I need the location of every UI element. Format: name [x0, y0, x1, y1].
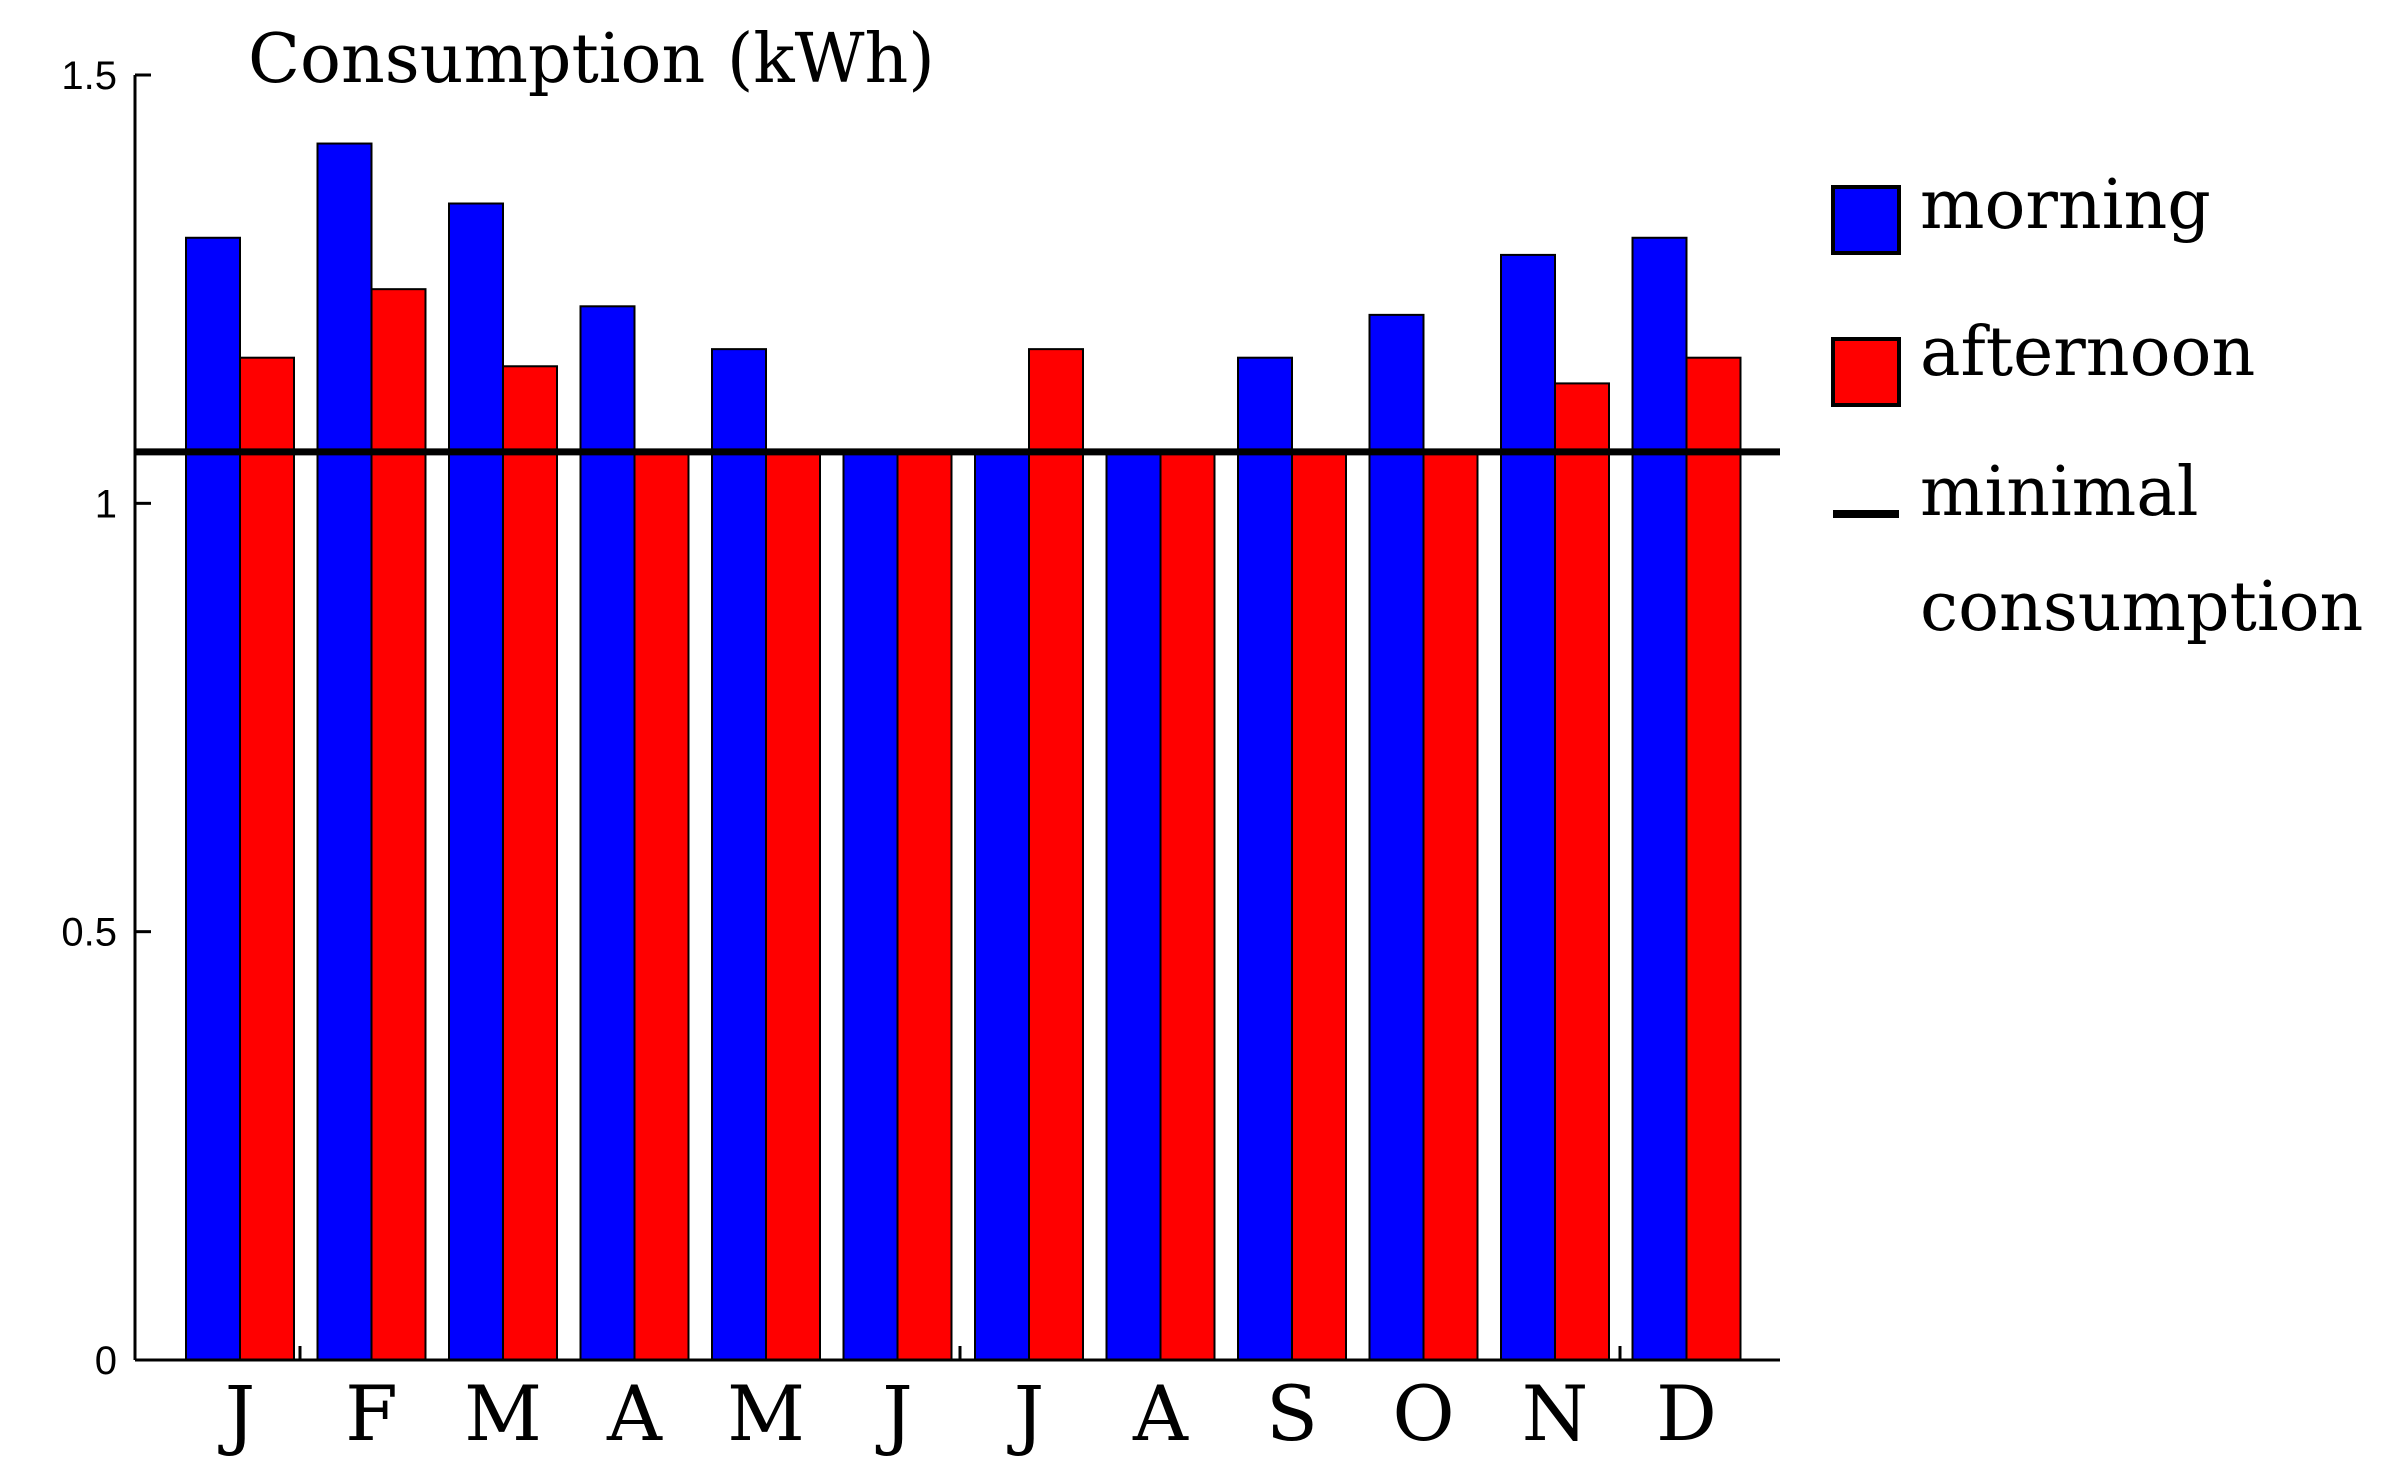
bar-morning-8 [1105, 450, 1162, 1361]
legend-afternoon-swatch [1831, 337, 1901, 407]
bar-afternoon-11 [1554, 382, 1610, 1361]
bar-morning-9 [1237, 356, 1293, 1361]
x-tick-label-4: A [606, 1369, 663, 1458]
bar-morning-2 [316, 142, 373, 1362]
bar-afternoon-4 [633, 450, 690, 1361]
x-tick-label-9: S [1266, 1369, 1318, 1458]
bar-morning-6 [842, 450, 899, 1361]
bars-group [185, 142, 1742, 1362]
x-tick-label-3: M [464, 1369, 542, 1458]
y-ticks-group: 0 0.5 1 1.5 [61, 54, 151, 1383]
legend-afternoon-label: afternoon [1920, 313, 2255, 392]
x-tick-label-11: N [1522, 1369, 1589, 1458]
bar-morning-4 [579, 305, 636, 1361]
x-tick-label-8: A [1132, 1369, 1189, 1458]
bar-afternoon-6 [896, 450, 953, 1361]
legend-morning-swatch [1831, 185, 1901, 255]
bar-morning-11 [1500, 253, 1556, 1361]
bar-morning-1 [185, 236, 241, 1361]
bar-morning-12 [1631, 236, 1688, 1361]
y-tick-label-1: 0 [95, 1339, 117, 1383]
x-tick-label-5: M [727, 1369, 805, 1458]
bar-morning-5 [711, 348, 767, 1361]
bar-afternoon-3 [502, 365, 558, 1361]
legend-minimal-label: minimal [1920, 453, 2199, 532]
x-tick-label-12: D [1656, 1369, 1717, 1458]
bar-afternoon-12 [1685, 356, 1742, 1361]
bar-afternoon-7 [1028, 348, 1084, 1361]
bar-afternoon-8 [1159, 450, 1216, 1361]
bar-afternoon-2 [370, 288, 427, 1362]
chart-title: Consumption (kWh) [248, 20, 935, 99]
legend-consumption-label: consumption [1920, 568, 2363, 647]
bar-afternoon-10 [1422, 450, 1479, 1361]
bar-morning-3 [448, 202, 504, 1361]
bar-morning-10 [1368, 313, 1425, 1361]
x-tick-label-1: J [218, 1369, 255, 1458]
bar-afternoon-9 [1291, 450, 1347, 1361]
legend: morning afternoon minimal consumption [1831, 166, 2363, 647]
x-tick-label-6: J [875, 1369, 912, 1458]
y-tick-label-4: 1.5 [61, 54, 117, 98]
bar-afternoon-1 [239, 356, 295, 1361]
y-tick-label-2: 0.5 [61, 911, 117, 955]
bar-afternoon-5 [765, 450, 821, 1361]
y-tick-label-3: 1 [95, 482, 117, 526]
x-tick-label-7: J [1007, 1369, 1044, 1458]
legend-morning-label: morning [1920, 166, 2211, 245]
x-tick-label-2: F [345, 1369, 398, 1458]
bar-morning-7 [974, 450, 1030, 1361]
x-tick-label-10: O [1392, 1369, 1454, 1458]
